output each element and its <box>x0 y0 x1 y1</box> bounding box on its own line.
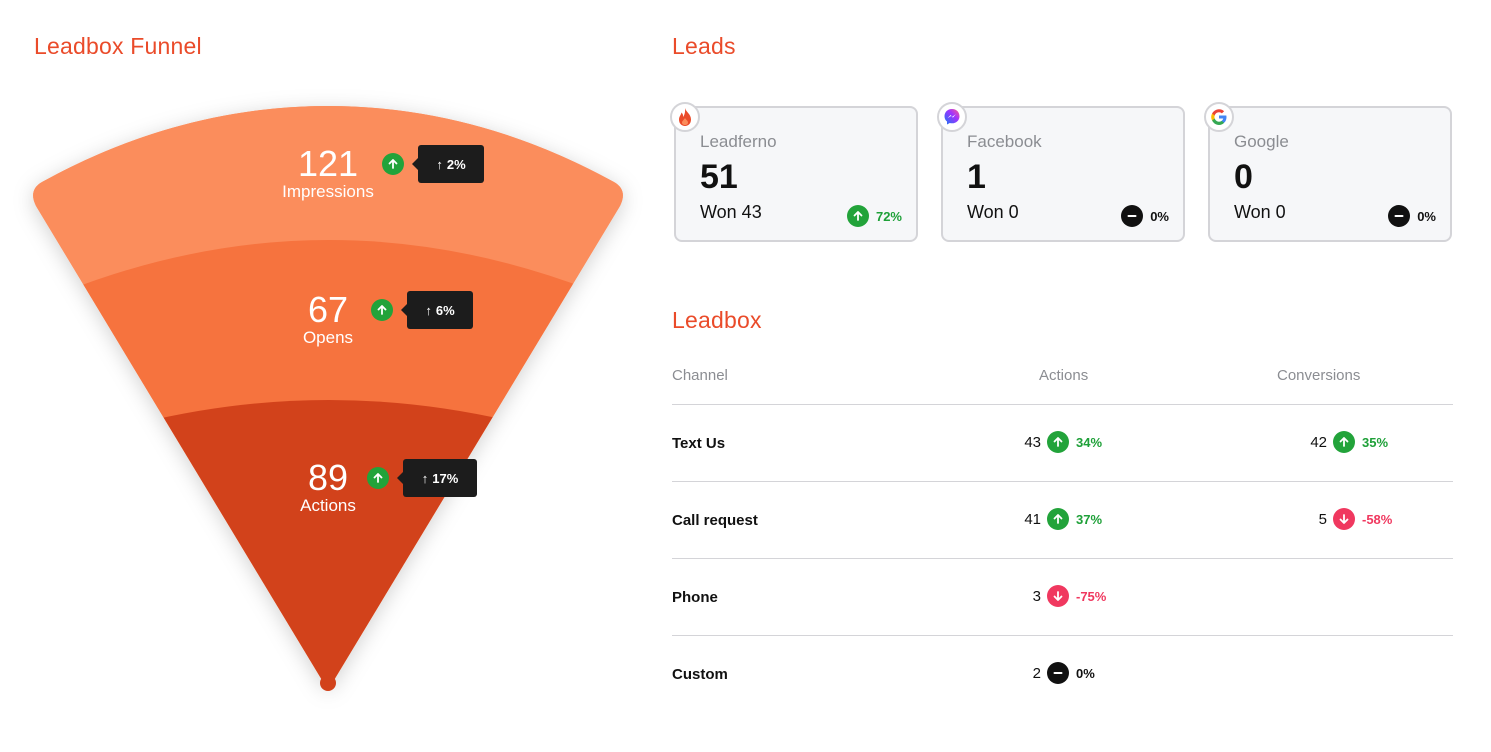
arrow-up-icon: ↑ <box>425 302 432 318</box>
arrow-down-icon <box>1333 508 1355 530</box>
header-channel: Channel <box>672 367 728 384</box>
card-count: 1 <box>967 158 986 196</box>
card-name: Google <box>1234 132 1289 151</box>
arrow-up-icon <box>1047 508 1069 530</box>
card-won: Won 43 <box>700 202 762 222</box>
funnel-impressions-label: Impressions <box>282 182 374 201</box>
funnel-impressions-up-icon <box>382 153 404 175</box>
card-change: 0% <box>1121 205 1169 227</box>
funnel-impressions-tooltip: ↑ 2% <box>412 145 484 183</box>
actions-cell: 43 34% <box>1017 431 1102 453</box>
minus-icon <box>1388 205 1411 227</box>
lead-card-leadferno[interactable]: Leadferno 51 Won 43 72% <box>670 102 918 242</box>
arrow-up-icon: ↑ <box>436 156 443 172</box>
channel-name: Custom <box>672 666 728 683</box>
table-row[interactable]: Custom 2 0% <box>672 635 1453 713</box>
funnel-opens-value: 67 <box>307 289 349 330</box>
channel-name: Call request <box>672 512 758 529</box>
funnel-opens-up-icon <box>371 299 393 321</box>
funnel-actions-value: 89 <box>307 457 349 498</box>
table-row[interactable]: Text Us 43 34% 42 35% <box>672 404 1453 482</box>
table-row[interactable]: Phone 3 -75% <box>672 558 1453 636</box>
actions-cell: 3 -75% <box>1017 585 1106 607</box>
arrow-down-icon <box>1047 585 1069 607</box>
funnel-impressions-value: 121 <box>297 143 359 184</box>
card-name: Facebook <box>967 132 1042 151</box>
header-actions: Actions <box>1039 367 1089 384</box>
funnel-title: Leadbox Funnel <box>34 33 202 59</box>
messenger-icon <box>937 102 967 132</box>
card-change: 0% <box>1388 205 1436 227</box>
actions-cell: 2 0% <box>1017 662 1095 684</box>
leadbox-title: Leadbox <box>672 307 762 333</box>
google-icon <box>1204 102 1234 132</box>
actions-cell: 41 37% <box>1017 508 1102 530</box>
conversions-cell: 42 35% <box>1303 431 1388 453</box>
funnel-actions-label: Actions <box>300 496 356 515</box>
card-won: Won 0 <box>967 202 1019 222</box>
arrow-up-icon: ↑ <box>421 470 429 486</box>
channel-name: Text Us <box>672 435 726 452</box>
leads-title: Leads <box>672 33 736 59</box>
card-won: Won 0 <box>1234 202 1286 222</box>
arrow-up-icon <box>1333 431 1355 453</box>
funnel-opens-label: Opens <box>302 328 354 347</box>
lead-card-google[interactable]: Google 0 Won 0 0% <box>1204 102 1452 242</box>
header-conversions: Conversions <box>1277 367 1361 384</box>
lead-card-facebook[interactable]: Facebook 1 Won 0 0% <box>937 102 1185 242</box>
card-name: Leadferno <box>700 132 777 151</box>
card-count: 0 <box>1234 158 1253 196</box>
funnel-stage-actions <box>33 400 623 690</box>
funnel-actions-up-icon <box>367 467 389 489</box>
conversions-cell: 5 -58% <box>1303 508 1392 530</box>
arrow-up-icon <box>846 205 869 227</box>
channel-name: Phone <box>672 589 718 606</box>
arrow-up-icon <box>1047 431 1069 453</box>
funnel-actions-tooltip: ↑ 17% <box>397 459 477 497</box>
minus-icon <box>1047 662 1069 684</box>
flame-icon <box>670 102 700 132</box>
minus-icon <box>1121 205 1144 227</box>
funnel-chart <box>33 106 623 691</box>
card-change: 72% <box>846 205 902 227</box>
funnel-opens-tooltip: ↑ 6% <box>401 291 473 329</box>
table-row[interactable]: Call request 41 37% 5 -58% <box>672 481 1453 559</box>
card-count: 51 <box>700 158 738 196</box>
